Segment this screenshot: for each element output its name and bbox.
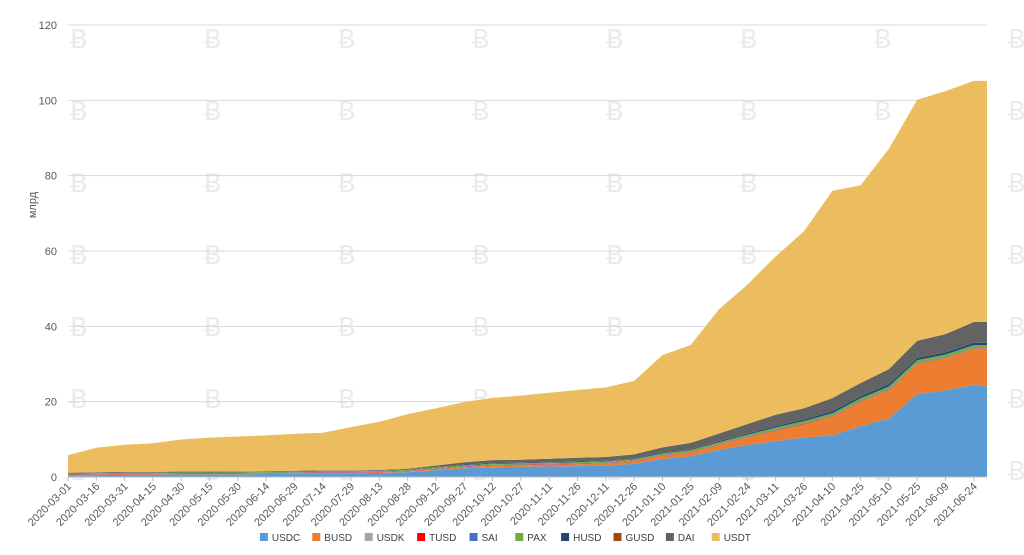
y-tick-label: 80 [45,171,57,183]
watermark-logo: Ƀ [1008,25,1024,55]
watermark-logo: Ƀ [606,25,624,55]
y-tick-label: 100 [39,95,57,107]
series-areas [68,80,987,477]
watermark-logo: Ƀ [1008,241,1024,271]
legend-item-busd: BUSD [312,533,352,544]
legend-label: BUSD [324,533,352,544]
watermark-logo: Ƀ [740,25,758,55]
legend-label: DAI [678,533,695,544]
legend-swatch [711,533,720,541]
legend-swatch [561,533,570,541]
legend-swatch [515,533,524,541]
watermark-logo: Ƀ [204,169,222,199]
watermark-logo: Ƀ [472,97,490,127]
legend-label: TUSD [429,533,456,544]
legend-item-dai: DAI [665,533,695,544]
legend-label: GUSD [626,533,655,544]
legend-swatch [417,533,426,541]
watermark-logo: Ƀ [338,97,356,127]
watermark-logo: Ƀ [338,25,356,55]
watermark-logo: Ƀ [204,313,222,343]
watermark-logo: Ƀ [606,241,624,271]
y-tick-label: 60 [45,246,57,258]
legend-item-usdc: USDC [259,533,300,544]
watermark-logo: Ƀ [1008,457,1024,487]
watermark-logo: Ƀ [70,97,88,127]
watermark-logo: Ƀ [338,241,356,271]
watermark-logo: Ƀ [1008,97,1024,127]
watermark-logo: Ƀ [70,169,88,199]
y-axis-label: млрд [27,191,39,218]
y-tick-label: 40 [45,321,57,333]
legend-label: USDT [724,533,751,544]
y-tick-label: 20 [45,397,57,409]
x-axis-ticks: 2020-03-012020-03-162020-03-312020-04-15… [26,477,980,529]
watermark-logo: Ƀ [606,97,624,127]
legend-item-pax: PAX [515,533,547,544]
legend-item-usdk: USDK [364,533,405,544]
legend-swatch [469,533,478,541]
watermark-logo: Ƀ [740,241,758,271]
watermark-logo: Ƀ [70,25,88,55]
legend-swatch [613,533,622,541]
watermark-logo: Ƀ [338,385,356,415]
legend-label: HUSD [573,533,601,544]
watermark-logo: Ƀ [472,313,490,343]
watermark-logo: Ƀ [1008,385,1024,415]
y-axis-ticks: 0 20 40 60 80 100 120 [39,20,57,484]
watermark-logo: Ƀ [338,169,356,199]
legend: USDC BUSD USDK TUSD SAI PAX HUSD GUSD DAI USDT [259,533,751,544]
watermark-logo: Ƀ [204,97,222,127]
watermark-logo: Ƀ [606,313,624,343]
legend-item-sai: SAI [469,533,498,544]
watermark-logo: Ƀ [1008,313,1024,343]
watermark-logo: Ƀ [472,241,490,271]
y-tick-label: 120 [39,20,57,32]
legend-label: SAI [482,533,498,544]
watermark-logo: Ƀ [874,97,892,127]
watermark-logo: Ƀ [606,169,624,199]
watermark-logo: Ƀ [472,25,490,55]
watermark-logo: Ƀ [204,241,222,271]
area-usdt [68,80,987,473]
legend-item-gusd: GUSD [613,533,655,544]
watermark-logo: Ƀ [204,25,222,55]
legend-swatch [259,533,268,541]
watermark-logo: Ƀ [204,385,222,415]
watermark-logo: Ƀ [338,313,356,343]
legend-item-tusd: TUSD [417,533,456,544]
legend-swatch [312,533,321,541]
watermark-logo: Ƀ [70,385,88,415]
watermark-logo: Ƀ [70,241,88,271]
legend-label: USDC [272,533,300,544]
legend-label: PAX [527,533,547,544]
watermark-logo: Ƀ [1008,169,1024,199]
watermark-logo: Ƀ [472,169,490,199]
watermark-logo: Ƀ [70,313,88,343]
watermark-logo: Ƀ [874,25,892,55]
legend-item-husd: HUSD [561,533,601,544]
legend-swatch [665,533,674,541]
watermark-logo: Ƀ [740,97,758,127]
legend-item-usdt: USDT [711,533,751,544]
legend-label: USDK [377,533,405,544]
watermark-logo: Ƀ [740,169,758,199]
legend-swatch [364,533,373,541]
area-usdc [68,384,987,477]
y-tick-label: 0 [51,472,57,484]
